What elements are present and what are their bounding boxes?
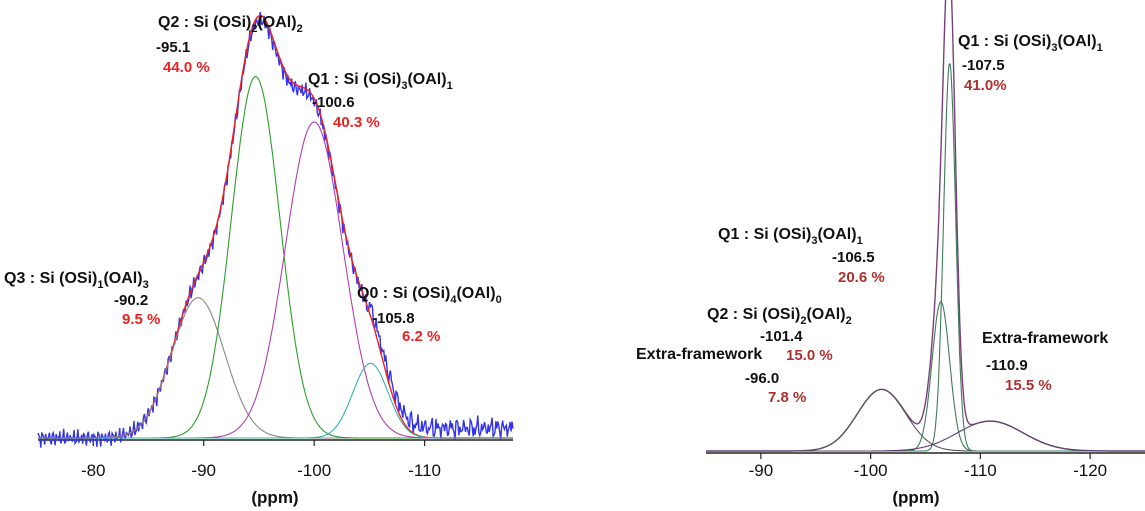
x-tick-label: -120 xyxy=(1073,461,1107,480)
site-label: Q1 : Si (OSi)3(OAl)1 xyxy=(958,33,1103,54)
percentage-label: 15.0 % xyxy=(786,347,833,364)
series-component-4 xyxy=(38,362,513,439)
site-label: Q2 : Si (OSi)2(OAl)2 xyxy=(158,14,303,35)
x-tick-label: -110 xyxy=(408,461,441,480)
series-component-4 xyxy=(706,420,1145,452)
site-label: Q1 : Si (OSi)3(OAl)1 xyxy=(308,71,453,92)
chart-panel-1: -80 -90 -100 -110(ppm)Q3 : Si (OSi)1(OAl)3-… xyxy=(4,11,514,507)
x-axis-title: (ppm) xyxy=(892,488,939,507)
site-label: Extra-framework xyxy=(982,330,1108,347)
site-label: Q0 : Si (OSi)4(OAl)0 xyxy=(357,285,502,306)
chemical-shift-label: -90.2 xyxy=(114,292,148,309)
site-label: Extra-framework xyxy=(636,346,762,363)
site-label: Q2 : Si (OSi)2(OAl)2 xyxy=(707,306,852,327)
percentage-label: 40.3 % xyxy=(333,114,380,131)
chemical-shift-label: -106.5 xyxy=(832,249,875,266)
percentage-label: 15.5 % xyxy=(1005,377,1052,394)
x-tick-label: -80 xyxy=(81,461,106,480)
series-component-2 xyxy=(38,76,513,439)
chemical-shift-label: -100.6 xyxy=(312,94,355,111)
percentage-label: 41.0% xyxy=(964,77,1007,94)
chemical-shift-label: -107.5 xyxy=(962,57,1005,74)
percentage-label: 44.0 % xyxy=(163,59,210,76)
x-tick-label: -90 xyxy=(749,461,774,480)
chemical-shift-label: -105.8 xyxy=(372,310,415,327)
chemical-shift-label: -95.1 xyxy=(156,39,190,56)
percentage-label: 9.5 % xyxy=(122,311,160,328)
chemical-shift-label: -96.0 xyxy=(745,370,779,387)
chart-panel-2: -90 -100 -110 -120 (ppm) Extra-framework -96.0… xyxy=(636,0,1145,507)
chemical-shift-label: -101.4 xyxy=(760,328,803,345)
chemical-shift-label: -110.9 xyxy=(986,357,1028,374)
x-axis-title: (ppm) xyxy=(251,488,298,507)
site-label: Q1 : Si (OSi)3(OAl)1 xyxy=(718,226,863,247)
percentage-label: 20.6 % xyxy=(838,269,885,286)
percentage-label: 6.2 % xyxy=(402,328,440,345)
x-tick-label: -100 xyxy=(297,461,331,480)
x-tick-label: -110 xyxy=(964,461,997,480)
series-component-1 xyxy=(38,297,513,439)
site-label: Q3 : Si (OSi)1(OAl)3 xyxy=(4,270,149,291)
series-experimental xyxy=(37,11,514,448)
percentage-label: 7.8 % xyxy=(768,389,806,406)
x-tick-label: -90 xyxy=(191,461,216,480)
x-tick-label: -100 xyxy=(854,461,888,480)
